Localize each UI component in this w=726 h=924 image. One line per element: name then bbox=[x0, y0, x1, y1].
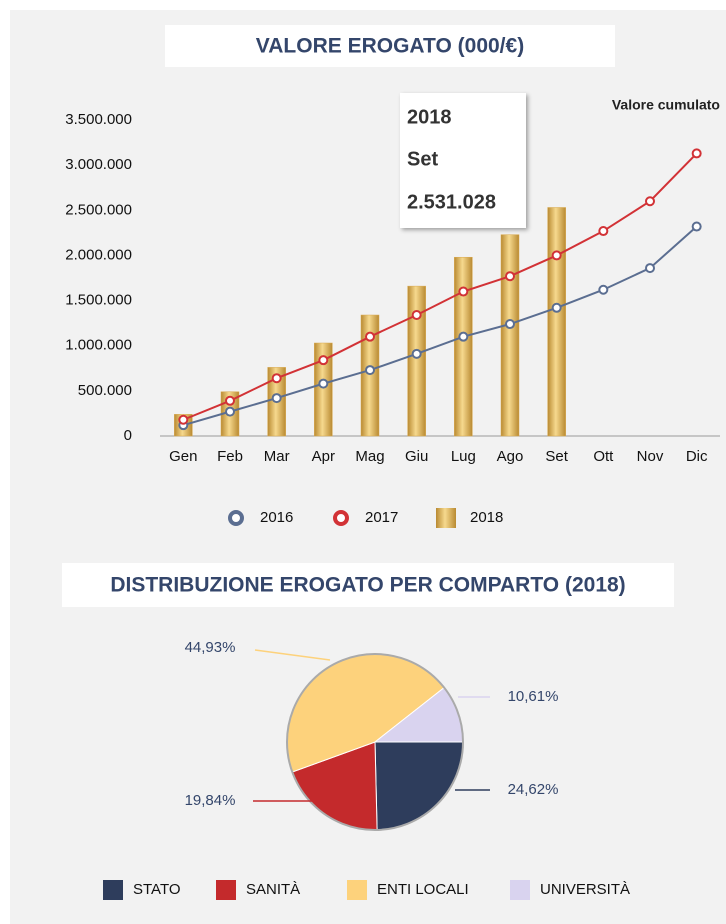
legend-marker bbox=[333, 510, 349, 526]
marker bbox=[225, 406, 235, 417]
x-tick-label: Ago bbox=[497, 448, 524, 465]
chart-title: VALORE EROGATO (000/€) bbox=[256, 35, 524, 58]
y-tick-label: 2.500.000 bbox=[65, 201, 132, 218]
bar bbox=[360, 314, 380, 437]
legend-swatch bbox=[216, 880, 236, 900]
x-tick-label: Mar bbox=[264, 448, 290, 465]
marker bbox=[411, 310, 422, 321]
marker bbox=[458, 331, 469, 342]
bar bbox=[547, 207, 566, 437]
marker bbox=[551, 302, 562, 313]
marker bbox=[598, 226, 609, 237]
line bbox=[183, 225, 698, 427]
marker bbox=[318, 378, 329, 389]
marker bbox=[365, 365, 375, 376]
x-tick-label: Mag bbox=[355, 448, 384, 465]
marker bbox=[225, 395, 235, 406]
legend-marker bbox=[436, 508, 456, 528]
legend-swatch bbox=[103, 880, 123, 900]
bar bbox=[314, 342, 333, 437]
tooltip-category: Set bbox=[407, 148, 438, 170]
line bbox=[182, 152, 698, 421]
x-tick-label: Set bbox=[545, 448, 568, 465]
x-tick-label: Feb bbox=[217, 448, 243, 465]
marker bbox=[365, 331, 375, 342]
pie-rim bbox=[286, 653, 464, 831]
bar bbox=[500, 234, 520, 437]
tooltip bbox=[400, 93, 526, 228]
x-tick-label: Giu bbox=[405, 448, 428, 465]
legend-label: 2018 bbox=[470, 509, 503, 526]
x-tick-label: Gen bbox=[169, 448, 197, 465]
marker bbox=[645, 196, 655, 207]
y-tick-label: 1.500.000 bbox=[65, 292, 132, 309]
legend-swatch bbox=[347, 880, 367, 900]
marker bbox=[318, 355, 329, 366]
bar bbox=[454, 256, 473, 437]
chart-title: DISTRIBUZIONE EROGATO PER COMPARTO (2018… bbox=[110, 574, 625, 597]
marker bbox=[505, 271, 515, 282]
legend-swatch bbox=[510, 880, 530, 900]
marker bbox=[411, 348, 422, 359]
marker bbox=[691, 221, 702, 232]
tooltip-series: 2018 bbox=[407, 106, 452, 128]
title-box bbox=[62, 563, 674, 607]
title-box bbox=[165, 25, 615, 67]
marker bbox=[458, 286, 469, 297]
legend-label: STATO bbox=[133, 881, 181, 898]
y-tick-label: 3.500.000 bbox=[65, 111, 132, 128]
marker bbox=[271, 373, 282, 384]
bar bbox=[407, 285, 426, 437]
y-tick-label: 1.000.000 bbox=[65, 337, 132, 354]
legend-label: ENTI LOCALI bbox=[377, 881, 469, 898]
marker bbox=[551, 250, 562, 261]
legend-label: SANITÀ bbox=[246, 881, 300, 898]
data-label: 19,84% bbox=[185, 792, 236, 809]
data-label: 24,62% bbox=[508, 781, 559, 798]
marker bbox=[691, 148, 702, 159]
x-tick-label: Nov bbox=[637, 448, 664, 465]
legend-label: 2017 bbox=[365, 509, 398, 526]
marker bbox=[645, 263, 655, 274]
y-tick-label: 3.000.000 bbox=[65, 156, 132, 173]
tooltip-value: 2.531.028 bbox=[407, 191, 496, 213]
x-tick-label: Lug bbox=[451, 448, 476, 465]
y-tick-label: 2.000.000 bbox=[65, 246, 132, 263]
annotation: Valore cumulato bbox=[612, 97, 720, 113]
data-label: 44,93% bbox=[185, 639, 236, 656]
marker bbox=[178, 414, 189, 425]
marker bbox=[505, 319, 515, 330]
marker bbox=[598, 284, 609, 295]
data-label: 10,61% bbox=[508, 688, 559, 705]
marker bbox=[271, 393, 282, 404]
legend-marker bbox=[228, 510, 244, 526]
legend-label: UNIVERSITÀ bbox=[540, 881, 630, 898]
leader-line bbox=[254, 649, 331, 661]
legend-label: 2016 bbox=[260, 509, 293, 526]
x-tick-label: Apr bbox=[312, 448, 335, 465]
y-tick-label: 0 bbox=[124, 427, 132, 444]
x-tick-label: Dic bbox=[686, 448, 708, 465]
x-tick-label: Ott bbox=[593, 448, 614, 465]
y-tick-label: 500.000 bbox=[78, 382, 132, 399]
